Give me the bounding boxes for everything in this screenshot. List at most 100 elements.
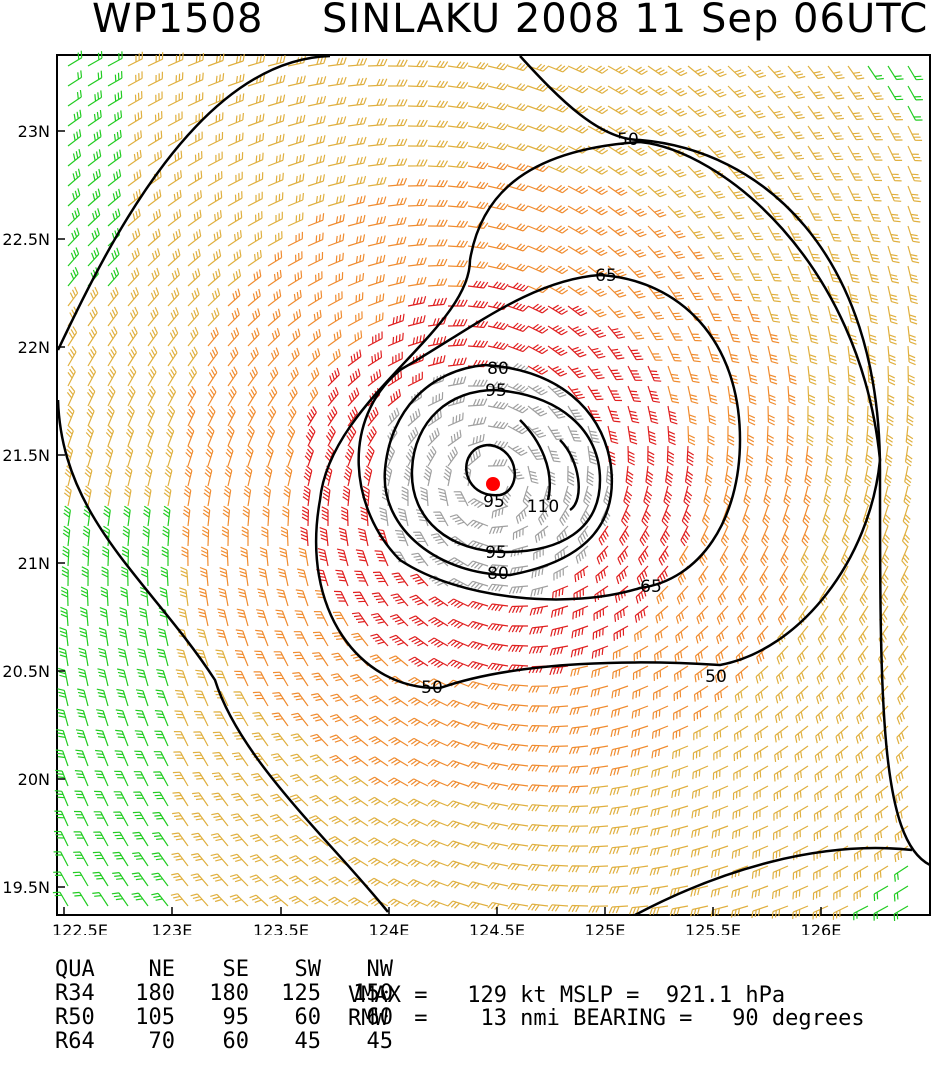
wind-barb — [607, 265, 627, 278]
wind-barb — [487, 122, 509, 131]
wind-barb — [367, 369, 382, 387]
wind-barb — [127, 346, 138, 367]
wind-barb — [290, 733, 309, 747]
wind-barb — [387, 59, 408, 67]
wind-barb — [667, 225, 686, 239]
wind-barb — [214, 670, 229, 687]
wind-barb — [815, 725, 829, 744]
wind-barb — [447, 220, 469, 228]
wind-barb — [747, 125, 766, 139]
wind-barb — [629, 885, 649, 895]
wind-barb — [250, 833, 269, 847]
wind-barb — [192, 792, 209, 807]
wind-barb — [771, 885, 789, 900]
wind-barb — [807, 285, 820, 303]
wind-barb — [221, 526, 229, 547]
wind-barb — [647, 225, 667, 238]
wind-barb — [164, 465, 173, 487]
wind-barb — [383, 465, 393, 487]
wind-barb — [249, 894, 269, 907]
wind-barb — [100, 586, 109, 607]
wind-barb — [267, 192, 284, 207]
wind-barb — [838, 605, 849, 626]
wind-barb — [328, 815, 349, 827]
wind-barb — [269, 814, 289, 827]
wind-barb — [887, 245, 900, 264]
wind-barb — [625, 465, 634, 487]
vmax-mslp-line: VMAX = 129 kt MSLP = 921.1 hPa — [348, 983, 786, 1008]
wind-barb — [796, 645, 809, 665]
wind-barb — [290, 773, 309, 787]
wind-barb — [573, 585, 589, 601]
wind-barb — [867, 205, 882, 222]
wind-barb — [684, 465, 694, 487]
wind-barb — [827, 85, 845, 100]
wind-barb — [427, 336, 447, 347]
wind-barb — [250, 813, 269, 827]
wind-barb — [747, 265, 763, 281]
wind-barb — [567, 64, 589, 74]
table-row: R50 105 95 60 60 — [2, 983, 393, 1052]
wind-barb — [126, 405, 135, 427]
wind-barb — [252, 711, 269, 727]
wind-barb — [167, 72, 184, 87]
wind-barb — [407, 408, 421, 427]
wind-barb — [865, 445, 873, 467]
wind-barb — [507, 143, 529, 152]
wind-barb — [347, 897, 369, 907]
wind-barb — [627, 405, 640, 424]
wind-barb — [735, 665, 749, 684]
wind-barb — [92, 871, 109, 887]
wind-barb — [819, 585, 829, 606]
wind-barb — [548, 805, 569, 813]
wind-barb — [310, 713, 329, 727]
wind-barb — [171, 872, 189, 887]
wind-barb — [847, 85, 864, 100]
wind-barb — [233, 691, 249, 707]
wind-barb — [724, 465, 733, 487]
wind-barb — [408, 615, 429, 627]
wind-barb — [244, 465, 253, 487]
wind-barb — [727, 245, 744, 261]
wind-barb — [407, 899, 429, 908]
wind-barb — [201, 526, 210, 547]
lat-tick-label: 21.5N — [2, 446, 50, 465]
wind-barb — [367, 176, 387, 187]
lat-tick-label: 20N — [18, 770, 50, 789]
wind-barb — [227, 385, 237, 407]
wind-barb — [143, 485, 152, 507]
wind-barb — [328, 856, 349, 867]
wind-barb — [595, 565, 609, 584]
wind-barb — [147, 150, 162, 167]
table-cell: 150 — [353, 981, 393, 1006]
wind-barb — [853, 905, 869, 921]
wind-barb — [621, 505, 631, 527]
wind-barb — [287, 212, 304, 227]
wind-barb — [527, 103, 549, 112]
wind-barb — [874, 785, 889, 803]
wind-barb — [814, 765, 829, 783]
wind-barb — [307, 193, 325, 207]
wind-barb — [467, 600, 489, 610]
wind-barb — [146, 405, 156, 427]
wind-barb — [814, 785, 829, 802]
wind-barb — [687, 245, 705, 260]
wind-barb — [651, 765, 669, 778]
wind-barb — [587, 405, 602, 422]
wind-barb — [327, 194, 346, 207]
wind-barb — [307, 348, 321, 367]
wind-barb — [767, 365, 778, 385]
wind-barb — [669, 885, 689, 897]
wind-barb — [807, 405, 815, 426]
wind-barb — [487, 742, 509, 751]
wind-barb — [309, 774, 329, 787]
wind-barb — [707, 65, 727, 78]
wind-barb — [487, 762, 509, 771]
wind-barb — [687, 385, 699, 404]
wind-barb — [127, 208, 141, 227]
wind-barb — [349, 714, 369, 727]
wind-barb — [587, 425, 600, 444]
wind-barb — [54, 790, 69, 807]
wind-barb — [267, 94, 286, 107]
wind-barb — [835, 725, 849, 744]
